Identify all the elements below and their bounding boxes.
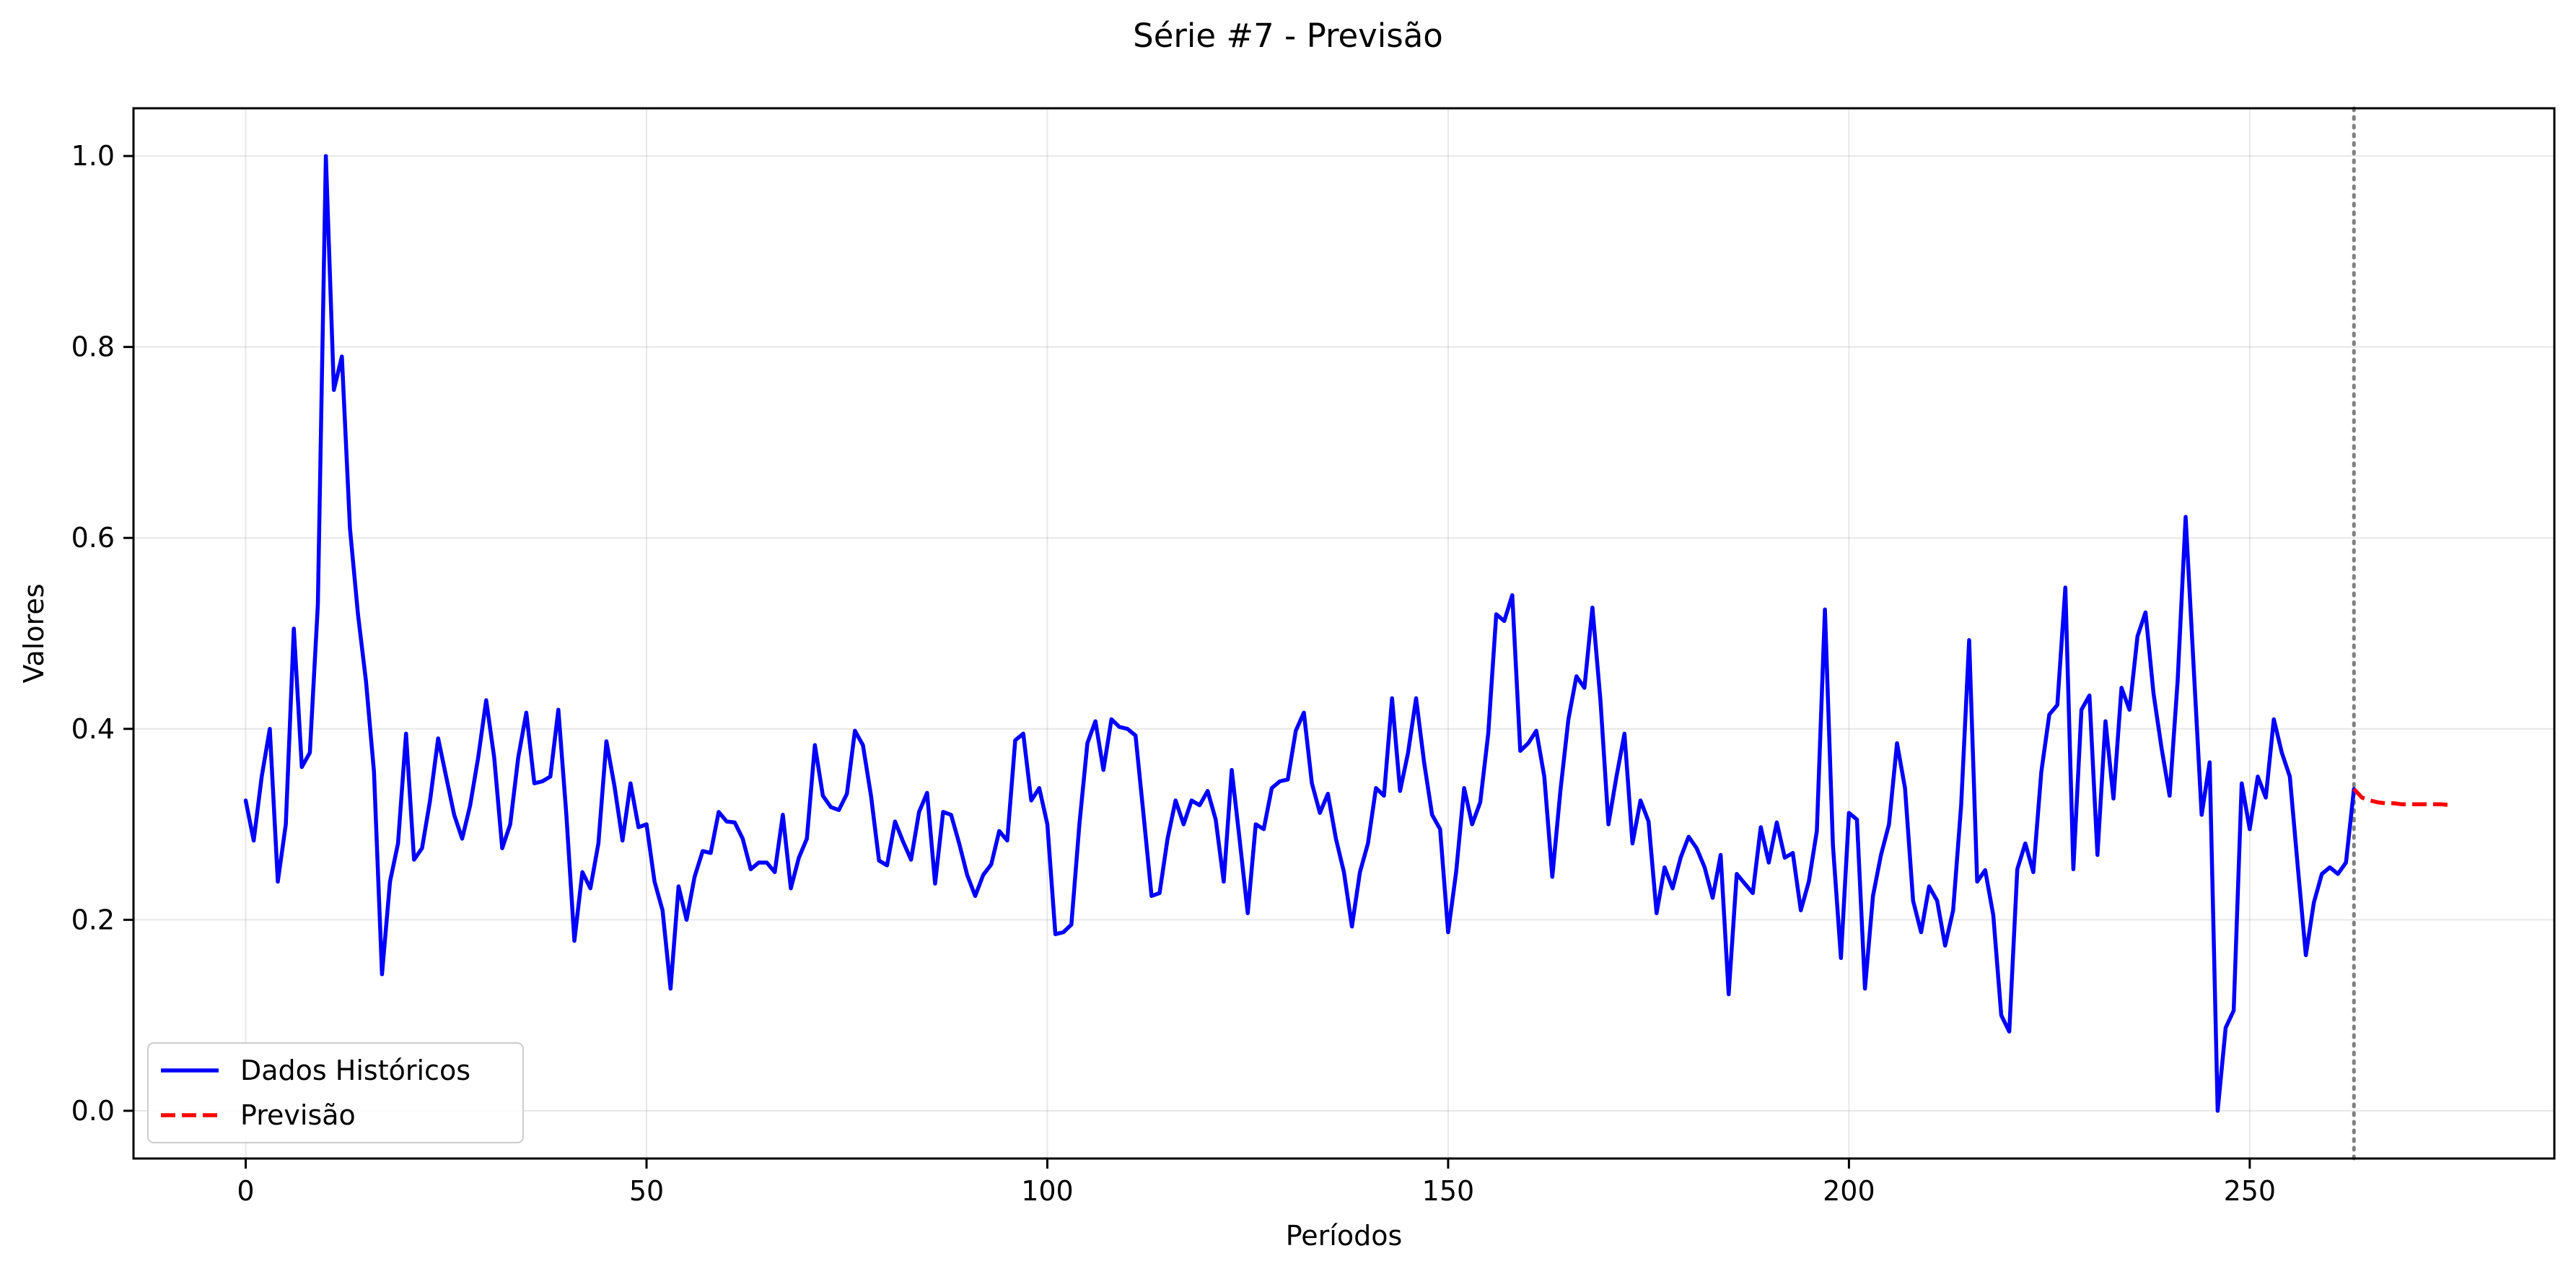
legend-label-historical: Dados Históricos (240, 1055, 470, 1086)
y-tick-label: 1.0 (71, 140, 115, 172)
y-tick-label: 0.8 (71, 331, 115, 363)
x-tick-label: 250 (2224, 1175, 2277, 1207)
chart-title: Série #7 - Previsão (1133, 17, 1443, 55)
legend: Dados Históricos Previsão (147, 1042, 524, 1143)
x-tick-label: 150 (1422, 1175, 1475, 1207)
x-tick-label: 50 (629, 1175, 664, 1207)
x-tick-label: 100 (1021, 1175, 1074, 1207)
historical-series-line (243, 154, 2357, 1113)
y-tick-label: 0.0 (71, 1095, 115, 1127)
x-tick-label: 200 (1823, 1175, 1875, 1207)
x-tick-label: 0 (237, 1175, 254, 1207)
y-axis-label: Valores (18, 583, 50, 683)
plot-frame (132, 107, 2556, 1160)
y-tick-label: 0.6 (71, 522, 115, 554)
forecast-series-line (2352, 787, 2450, 808)
series-lines (243, 154, 2450, 1113)
legend-box (147, 1042, 524, 1143)
y-tick-label: 0.2 (71, 904, 115, 935)
y-tick-label: 0.4 (71, 713, 115, 745)
legend-label-forecast: Previsão (240, 1099, 356, 1131)
x-axis-ticks: 0 50 100 150 200 250 (237, 1159, 2276, 1207)
y-axis-ticks: 0.0 0.2 0.4 0.6 0.8 1.0 (71, 140, 133, 1127)
grid-lines (133, 108, 2554, 1159)
x-axis-label: Períodos (1286, 1220, 1403, 1252)
